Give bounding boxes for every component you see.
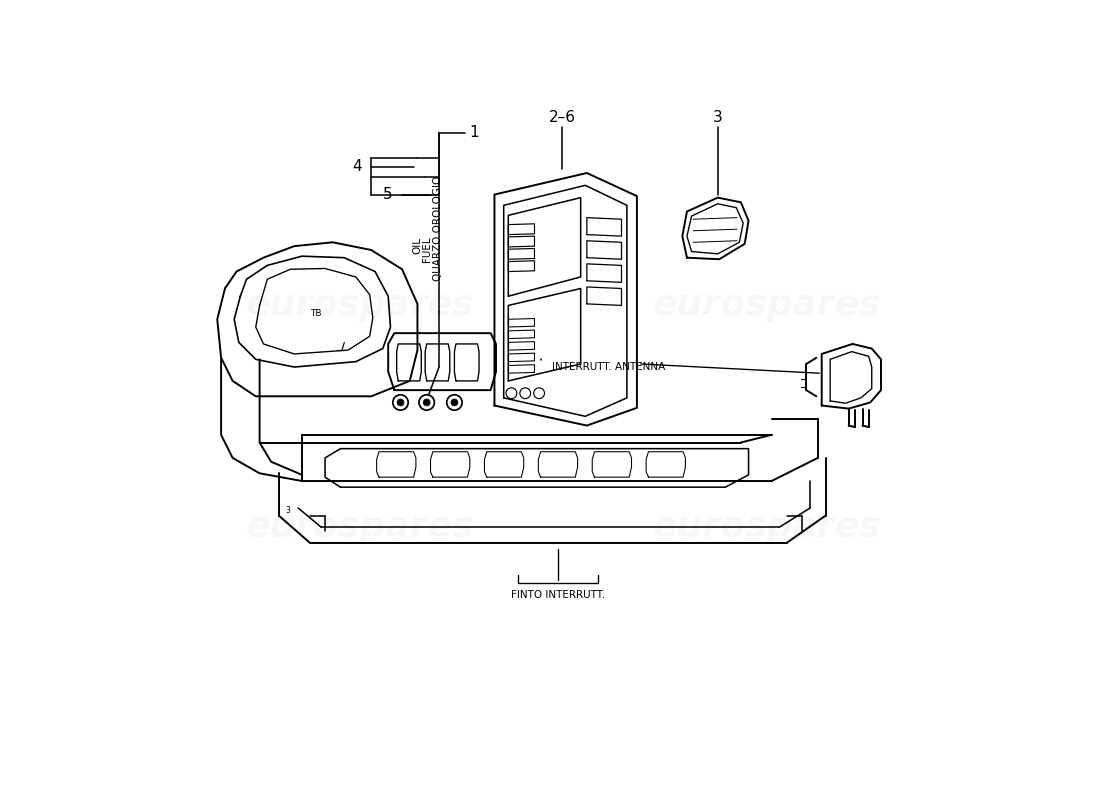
Text: INTERRUTT. ANTENNA: INTERRUTT. ANTENNA — [552, 362, 666, 372]
Text: QUARZO OROLOGIO: QUARZO OROLOGIO — [433, 175, 443, 281]
Circle shape — [393, 394, 408, 410]
Text: OIL: OIL — [412, 237, 422, 254]
Text: 3: 3 — [286, 506, 290, 514]
Circle shape — [447, 394, 462, 410]
Text: eurospares: eurospares — [652, 289, 881, 322]
Text: 3: 3 — [713, 110, 723, 126]
Text: 4: 4 — [352, 159, 362, 174]
Text: TB: TB — [310, 309, 321, 318]
Circle shape — [424, 399, 430, 406]
Circle shape — [397, 399, 404, 406]
Circle shape — [419, 394, 435, 410]
Text: 1: 1 — [470, 126, 480, 141]
Circle shape — [451, 399, 458, 406]
Text: 2–6: 2–6 — [549, 110, 575, 126]
Text: 5: 5 — [383, 187, 393, 202]
Text: eurospares: eurospares — [246, 289, 475, 322]
Text: eurospares: eurospares — [246, 510, 475, 544]
Text: FUEL: FUEL — [421, 236, 431, 262]
Text: eurospares: eurospares — [652, 510, 881, 544]
Text: FINTO INTERRUTT.: FINTO INTERRUTT. — [510, 590, 605, 600]
